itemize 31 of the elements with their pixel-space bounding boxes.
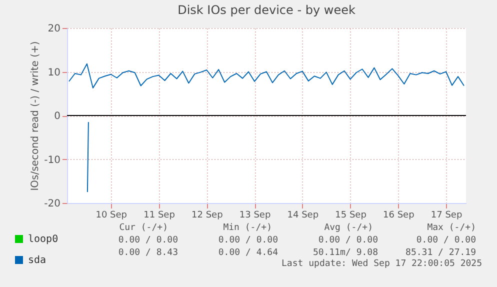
text: 50.11m/ 9.08	[312, 248, 378, 258]
text: 0.00 / 8.43	[118, 248, 178, 258]
y-axis-title: IOs/second read (-) / write (+)	[30, 41, 42, 191]
x-tick-label: 14 Sep	[287, 210, 319, 220]
x-tick-label: 15 Sep	[335, 210, 367, 220]
x-tick-label: 16 Sep	[383, 210, 415, 220]
text: 0.00 / 0.00	[218, 236, 278, 246]
line-series	[68, 63, 465, 88]
legend-label: loop0	[28, 234, 58, 245]
x-tick-label: 12 Sep	[192, 210, 224, 220]
y-tick-label: -10	[44, 154, 60, 166]
text: Max (-/+)	[427, 223, 476, 233]
text: Last update: Wed Sep 17 22:00:05 2025	[282, 259, 482, 269]
text: 0.00 / 0.00	[118, 236, 178, 246]
x-tick-label: 10 Sep	[96, 210, 128, 220]
x-tick-label: 13 Sep	[239, 210, 271, 220]
text: Cur (-/+)	[119, 223, 168, 233]
x-tick-label: 17 Sep	[430, 210, 462, 220]
text: Min (-/+)	[223, 223, 272, 233]
x-tick-label: 11 Sep	[144, 210, 176, 220]
chart-title: Disk IOs per device - by week	[178, 3, 356, 17]
text: 0.00 / 0.00	[318, 236, 378, 246]
text: 85.31 / 27.19	[406, 248, 476, 258]
y-tick-label: 20	[48, 24, 60, 34]
legend-label: sda	[28, 255, 46, 266]
y-tick-label: -20	[44, 198, 60, 210]
text: 0.00 / 0.00	[416, 236, 476, 246]
y-tick-label: 0	[54, 111, 60, 122]
y-tick-label: 10	[48, 67, 60, 78]
text: 0.00 / 4.64	[218, 248, 278, 258]
text: Avg (-/+)	[324, 223, 373, 233]
